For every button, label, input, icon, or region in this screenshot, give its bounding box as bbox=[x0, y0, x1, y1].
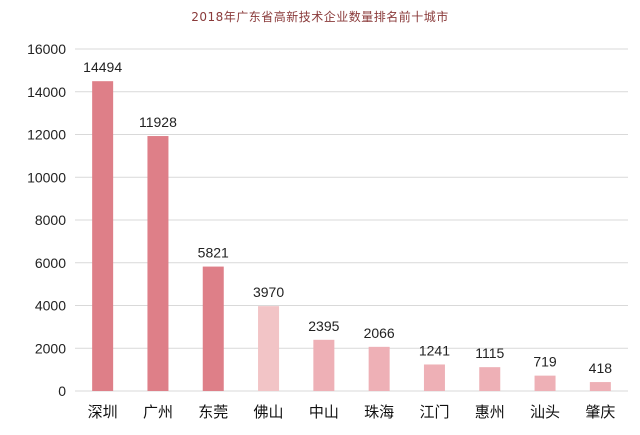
bar bbox=[534, 375, 556, 391]
data-label: 3970 bbox=[253, 284, 284, 300]
x-tick-label: 深圳 bbox=[88, 403, 118, 421]
y-tick-label: 12000 bbox=[27, 127, 66, 143]
y-axis: 0 2000 4000 6000 8000 10000 12000 14000 16000 bbox=[27, 41, 66, 399]
y-tick-label: 16000 bbox=[27, 41, 66, 57]
chart-title: 2018年广东省高新技术企业数量排名前十城市 bbox=[191, 10, 449, 24]
y-tick-label: 10000 bbox=[27, 169, 66, 185]
data-label: 2066 bbox=[364, 325, 395, 341]
x-tick-label: 肇庆 bbox=[585, 403, 615, 421]
data-label: 11928 bbox=[139, 114, 177, 130]
data-label: 1241 bbox=[419, 342, 450, 358]
x-tick-label: 中山 bbox=[309, 403, 339, 421]
data-label: 14494 bbox=[83, 59, 122, 75]
y-tick-label: 2000 bbox=[35, 340, 66, 356]
x-tick-label: 东莞 bbox=[198, 403, 228, 421]
y-tick-label: 6000 bbox=[35, 255, 66, 271]
data-label: 1115 bbox=[475, 345, 504, 361]
bar bbox=[313, 339, 335, 391]
x-tick-label: 广州 bbox=[143, 403, 173, 421]
data-label: 719 bbox=[533, 354, 557, 370]
x-tick-label: 佛山 bbox=[254, 403, 284, 421]
data-label: 2395 bbox=[308, 318, 339, 334]
y-tick-label: 8000 bbox=[35, 212, 66, 228]
gridlines bbox=[75, 48, 628, 392]
data-label: 418 bbox=[589, 360, 613, 376]
x-axis: 深圳 广州 东莞 佛山 中山 珠海 江门 惠州 汕头 肇庆 bbox=[88, 403, 616, 421]
data-labels: 14494 11928 5821 3970 2395 2066 1241 1115 719 418 bbox=[83, 59, 612, 376]
bar bbox=[258, 306, 280, 391]
y-tick-label: 14000 bbox=[27, 84, 66, 100]
x-tick-label: 江门 bbox=[419, 403, 449, 421]
x-tick-label: 汕头 bbox=[530, 403, 560, 421]
bar bbox=[479, 367, 501, 391]
bar bbox=[147, 136, 169, 391]
bar bbox=[92, 81, 114, 392]
bar bbox=[589, 382, 611, 391]
data-label: 5821 bbox=[198, 245, 229, 261]
y-tick-label: 0 bbox=[58, 383, 66, 399]
bar bbox=[202, 266, 224, 391]
x-tick-label: 惠州 bbox=[475, 403, 505, 421]
bar bbox=[423, 364, 445, 391]
bars bbox=[92, 81, 611, 392]
y-tick-label: 4000 bbox=[35, 298, 66, 314]
x-tick-label: 珠海 bbox=[364, 403, 394, 421]
bar bbox=[368, 346, 390, 391]
